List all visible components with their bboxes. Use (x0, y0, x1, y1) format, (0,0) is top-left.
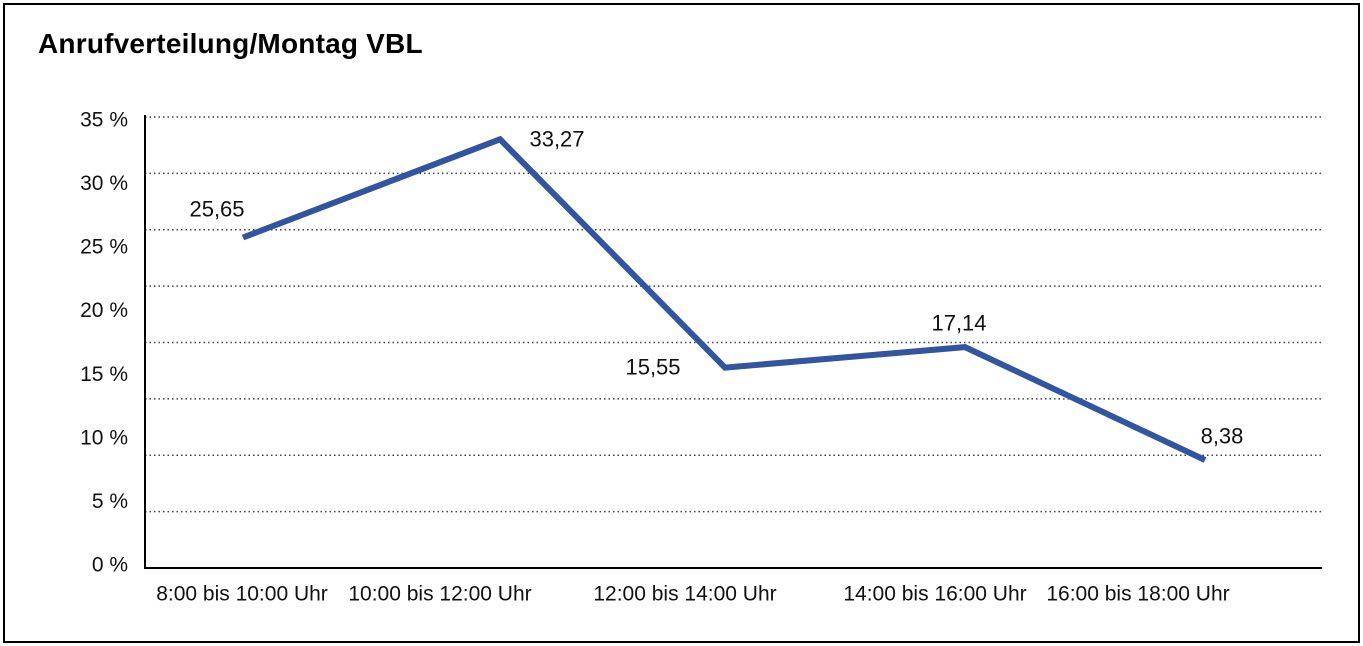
y-tick-label: 0 % (92, 554, 128, 577)
y-tick-label: 15 % (80, 363, 128, 386)
y-tick-label: 25 % (80, 236, 128, 259)
data-label: 25,65 (189, 197, 244, 222)
chart-title: Anrufverteilung/Montag VBL (38, 28, 423, 59)
data-label: 33,27 (529, 127, 584, 152)
y-tick-label: 5 % (92, 490, 128, 513)
x-tick-label: 12:00 bis 14:00 Uhr (593, 583, 776, 606)
y-tick-label: 20 % (80, 299, 128, 322)
x-tick-label: 10:00 bis 12:00 Uhr (348, 583, 531, 606)
data-label: 8,38 (1201, 424, 1244, 449)
y-tick-label: 30 % (80, 172, 128, 195)
x-tick-label: 8:00 bis 10:00 Uhr (156, 583, 328, 606)
y-tick-label: 10 % (80, 426, 128, 449)
y-tick-label: 35 % (80, 109, 128, 132)
data-label: 17,14 (931, 311, 986, 336)
x-tick-label: 14:00 bis 16:00 Uhr (843, 583, 1026, 606)
data-label: 15,55 (625, 355, 680, 380)
series-line (241, 135, 1207, 463)
x-tick-label: 16:00 bis 18:00 Uhr (1046, 583, 1229, 606)
